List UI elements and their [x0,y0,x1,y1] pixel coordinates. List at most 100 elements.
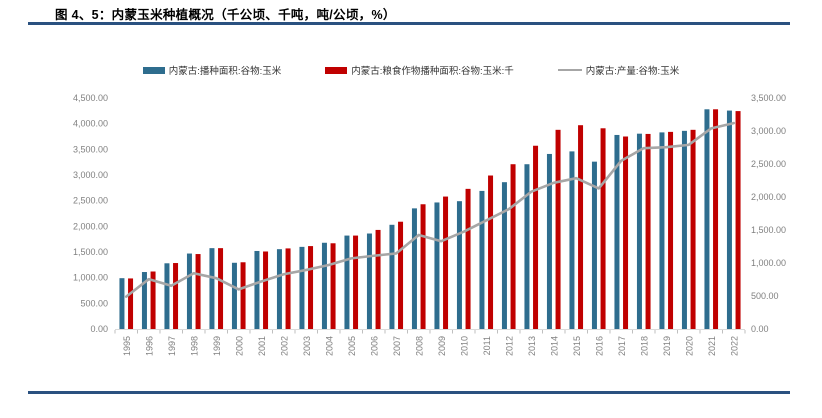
y-axis-left-tick-label: 3,000.00 [73,170,108,180]
x-axis-year-label: 2015 [572,336,582,356]
x-axis-year-label: 2006 [369,336,379,356]
bar-sown-area [681,130,687,329]
chart-legend: 内蒙古:播种面积:谷物:玉米 内蒙古:粮食作物播种面积:谷物:玉米:千 内蒙古:产量… [60,63,762,77]
y-axis-right-tick-label: 1,000.00 [751,258,786,268]
legend-item: 内蒙古:播种面积:谷物:玉米 [142,63,281,77]
legend-bar-swatch [142,66,165,74]
bar-grain-sown-area [533,145,539,329]
bar-sown-area [659,132,665,329]
y-axis-left-tick-label: 1,500.00 [73,247,108,257]
bar-grain-sown-area [375,229,381,329]
bar-grain-sown-area [735,111,741,329]
y-axis-left-tick-label: 4,000.00 [73,119,108,129]
bar-sown-area [411,208,417,329]
legend-label: 内蒙古:粮食作物播种面积:谷物:玉米:千 [351,66,514,77]
bar-grain-sown-area [285,248,291,329]
x-axis-year-label: 2010 [459,336,469,356]
bar-sown-area [569,151,575,329]
x-axis-year-label: 2019 [662,336,672,356]
bar-grain-sown-area [308,246,314,329]
bar-grain-sown-area [713,109,719,329]
y-axis-left-tick-label: 500.00 [80,298,108,308]
legend-item: 内蒙古:粮食作物播种面积:谷物:玉米:千 [325,63,514,77]
bar-sown-area [141,272,147,329]
bar-sown-area [479,190,485,329]
bar-grain-sown-area [465,188,471,329]
y-axis-left-tick-label: 2,000.00 [73,221,108,231]
x-axis-year-label: 2020 [684,336,694,356]
y-axis-left-tick-label: 2,500.00 [73,196,108,206]
bar-sown-area [231,262,237,329]
x-axis-year-label: 2021 [707,336,717,356]
bar-grain-sown-area [443,196,449,329]
bar-grain-sown-area [600,128,606,329]
bar-sown-area [704,109,710,329]
bar-grain-sown-area [195,254,201,329]
y-axis-left-tick-label: 0.00 [90,324,108,334]
bar-sown-area [636,133,642,329]
x-axis-year-label: 2004 [324,336,334,356]
y-axis-right-tick-label: 500.00 [751,291,779,301]
x-axis-year-label: 2011 [482,336,492,355]
y-axis-right-tick-label: 3,000.00 [751,126,786,136]
x-axis-year-label: 2005 [347,336,357,356]
x-axis-year-label: 2016 [594,336,604,356]
bar-sown-area [546,153,552,329]
line-production [124,121,736,298]
bar-grain-sown-area [330,243,336,329]
bar-sown-area [276,249,282,329]
y-axis-right-tick-label: 2,000.00 [751,192,786,202]
y-axis-right-tick-label: 1,500.00 [751,225,786,235]
bar-grain-sown-area [128,278,134,329]
bar-sown-area [209,248,215,329]
y-axis-right-tick-label: 0.00 [751,324,769,334]
legend-item: 内蒙古:产量:谷物:玉米 [557,63,679,77]
legend-line-swatch [557,68,582,72]
bar-sown-area [389,224,395,329]
y-axis-right-tick-label: 3,500.00 [751,93,786,103]
bar-sown-area [501,182,507,329]
bar-sown-area [344,235,350,329]
bar-grain-sown-area [240,262,246,329]
x-axis-year-label: 2007 [392,336,402,356]
bar-grain-sown-area [398,221,404,329]
bar-grain-sown-area [173,263,179,329]
x-axis-year-label: 2001 [257,336,267,356]
bar-sown-area [186,253,192,329]
bar-grain-sown-area [510,164,516,329]
bar-grain-sown-area [420,204,426,329]
bar-sown-area [366,233,372,329]
y-axis-left-tick-label: 4,500.00 [73,93,108,103]
bar-grain-sown-area [263,251,269,329]
bar-grain-sown-area [488,175,494,329]
legend-bar-swatch [325,66,348,74]
x-axis-year-label: 2008 [414,336,424,356]
x-axis-year-label: 1998 [189,336,199,356]
bar-sown-area [456,201,462,329]
x-axis-year-label: 2002 [279,336,289,356]
y-axis-left-tick-label: 1,000.00 [73,273,108,283]
bar-sown-area [299,246,305,329]
y-axis-right-tick-label: 2,500.00 [751,159,786,169]
bar-grain-sown-area [353,235,359,329]
bar-sown-area [321,242,327,329]
x-axis-year-label: 2022 [729,336,739,356]
x-axis-year-label: 2012 [504,336,514,356]
x-axis-year-label: 2017 [617,336,627,356]
x-axis-year-label: 2009 [437,336,447,356]
bar-sown-area [254,250,260,329]
figure-title: 图 4、5：内蒙玉米种植概况（千公顷、千吨，吨/公顷，%） [55,8,396,22]
x-axis-year-label: 1996 [144,336,154,356]
bar-sown-area [614,134,620,329]
bar-sown-area [164,263,170,329]
bar-grain-sown-area [668,131,674,329]
bar-sown-area [524,164,530,329]
bar-sown-area [591,161,597,329]
bar-sown-area [119,278,125,329]
y-axis-left-tick-label: 3,500.00 [73,144,108,154]
bar-grain-sown-area [150,271,156,329]
bar-grain-sown-area [623,136,629,329]
bar-grain-sown-area [555,129,561,329]
x-axis-year-label: 1995 [122,336,132,356]
